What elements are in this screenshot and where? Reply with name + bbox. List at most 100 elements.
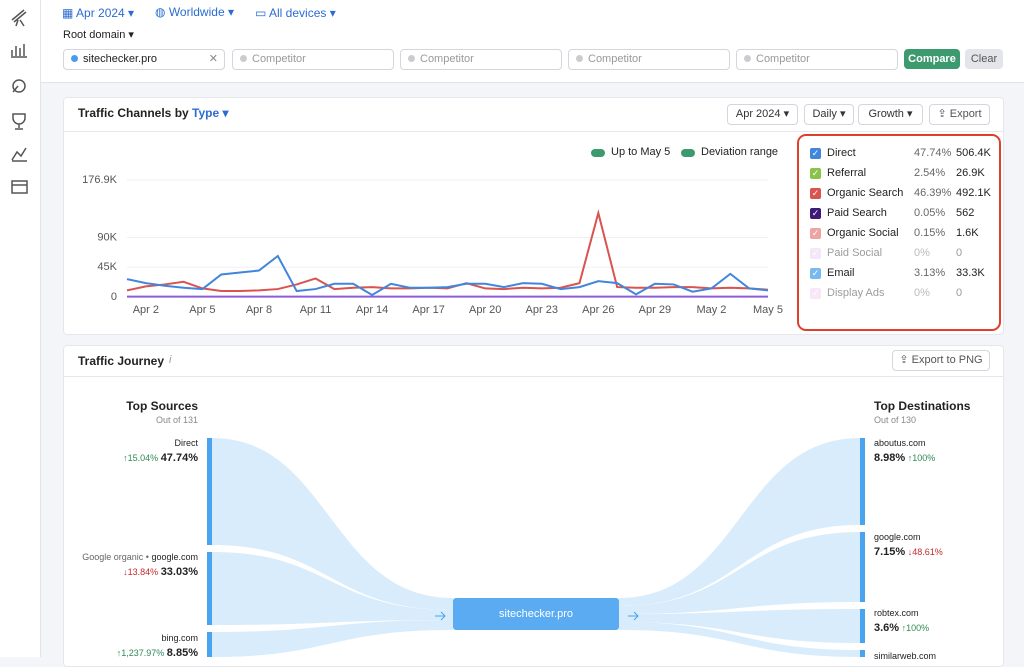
traffic-channels-card [63, 97, 1004, 335]
legend-total: 562 [956, 207, 975, 219]
type-select[interactable]: Type ▾ [192, 106, 229, 120]
highlight-box [797, 134, 1001, 331]
scope-text: Root domain [63, 29, 126, 41]
export-button[interactable]: ⇪ Export [929, 104, 990, 125]
competitor-text: Competitor [420, 53, 474, 65]
control-select[interactable]: Daily ▾ [804, 104, 854, 125]
date-text: Apr 2024 [76, 6, 125, 20]
competitor-text: Competitor [588, 53, 642, 65]
legend-checkbox[interactable]: ✓ [810, 228, 821, 239]
source-label-row: Google organic • google.com [82, 552, 198, 562]
legend-share: 0.05% [914, 207, 946, 219]
legend-total: 506.4K [956, 147, 991, 159]
export-png-button[interactable]: ⇪ Export to PNG [892, 350, 990, 371]
legend-share: 47.74% [914, 147, 952, 159]
legend-checkbox[interactable]: ✓ [810, 208, 821, 219]
x-tick-label: Apr 23 [526, 304, 558, 316]
sidebar-icons [11, 9, 28, 194]
legend-share: 46.39% [914, 187, 952, 199]
toggle-switch[interactable] [591, 149, 605, 157]
region-filter[interactable]: ◍ Worldwide ▾ [155, 5, 234, 19]
device-filter[interactable]: ▭ All devices ▾ [255, 6, 336, 20]
destination-label[interactable]: aboutus.com [874, 438, 926, 448]
destination-label[interactable]: google.com [874, 532, 921, 542]
x-tick-label: Apr 11 [300, 304, 332, 316]
date-filter[interactable]: ▦ Apr 2024 ▾ [62, 6, 135, 20]
legend-name: Referral [827, 167, 867, 179]
device-text: All devices [269, 6, 327, 20]
legend-name: Direct [827, 147, 856, 159]
control-select[interactable]: Growth ▾ [858, 104, 923, 125]
domain-input[interactable]: sitechecker.pro ✕ [63, 49, 225, 70]
legend-checkbox[interactable]: ✓ [810, 148, 821, 159]
domain-text: sitechecker.pro [83, 53, 157, 65]
x-tick-label: Apr 26 [582, 304, 614, 316]
toggle-label: Deviation range [701, 146, 779, 158]
destination-label[interactable]: similarweb.com [874, 651, 937, 661]
source-label[interactable]: google.com [151, 552, 198, 562]
y-tick-label: 90K [97, 231, 117, 243]
legend-share: 0% [914, 247, 930, 259]
compare-button[interactable]: Compare [904, 49, 960, 69]
scope-select[interactable]: Root domain ▾ [63, 29, 134, 41]
competitor-input[interactable]: Competitor [400, 49, 562, 70]
legend-total: 26.9K [956, 167, 985, 179]
legend-share: 0.15% [914, 227, 946, 239]
x-tick-label: Apr 29 [639, 304, 671, 316]
legend-checkbox[interactable]: ✓ [810, 188, 821, 199]
legend-name: Paid Search [827, 207, 887, 219]
legend-checkbox[interactable]: ✓ [810, 248, 821, 259]
legend-total: 0 [956, 287, 963, 299]
source-prefix: Google organic • [82, 552, 149, 562]
divider [63, 376, 1003, 377]
legend-checkbox[interactable]: ✓ [810, 268, 821, 279]
destination-share: 3.6% [874, 622, 900, 634]
competitor-input[interactable]: Competitor [232, 49, 394, 70]
legend-name: Organic Social [827, 227, 899, 239]
info-icon[interactable]: i [169, 354, 172, 366]
competitor-input[interactable]: Competitor [736, 49, 898, 70]
competitor-text: Competitor [252, 53, 306, 65]
toggle-switch[interactable] [681, 149, 695, 157]
sidebar [0, 0, 41, 657]
destination-share: 7.15% [874, 546, 906, 558]
divider [63, 131, 1003, 132]
region-text: Worldwide [168, 5, 225, 19]
destination-change: ↓48.61% [907, 547, 943, 557]
source-change: ↓13.84% [123, 567, 159, 577]
legend-share: 3.13% [914, 267, 946, 279]
center-node: sitechecker.pro [499, 608, 573, 620]
source-label[interactable]: Direct [174, 438, 198, 448]
export-text: Export [949, 108, 982, 120]
y-tick-label: 176.9K [82, 174, 118, 186]
x-tick-label: May 5 [753, 304, 783, 316]
legend-name: Paid Social [827, 247, 883, 259]
x-tick-label: Apr 2 [133, 304, 159, 316]
sources-count: Out of 131 [155, 415, 198, 425]
title-text: Traffic Channels by [78, 106, 189, 120]
legend-total: 1.6K [956, 227, 979, 239]
control-select[interactable]: Apr 2024 ▾ [727, 104, 798, 125]
clear-button[interactable]: Clear [965, 49, 1003, 69]
destinations-count: Out of 130 [874, 415, 917, 425]
destination-stats: 3.6% ↑100% [874, 622, 929, 634]
line-series [126, 254, 769, 297]
legend-share: 0% [914, 287, 930, 299]
y-tick-label: 0 [111, 291, 117, 303]
card-title: Traffic Channels by Type ▾ [78, 106, 229, 120]
export-png-text: Export to PNG [911, 354, 983, 366]
x-tick-label: Apr 17 [412, 304, 444, 316]
source-label[interactable]: bing.com [161, 633, 198, 643]
x-tick-label: Apr 20 [469, 304, 501, 316]
destination-change: ↑100% [907, 453, 936, 463]
line-series [126, 209, 769, 293]
y-tick-label: 45K [97, 261, 117, 273]
competitor-input[interactable]: Competitor [568, 49, 730, 70]
destination-label[interactable]: robtex.com [874, 608, 919, 618]
source-stats: ↑1,237.97% 8.85% [117, 647, 198, 659]
competitor-text: Competitor [756, 53, 810, 65]
source-stats: ↓13.84% 33.03% [123, 566, 198, 578]
legend-checkbox[interactable]: ✓ [810, 168, 821, 179]
legend-name: Organic Search [827, 187, 904, 199]
legend-checkbox[interactable]: ✓ [810, 288, 821, 299]
